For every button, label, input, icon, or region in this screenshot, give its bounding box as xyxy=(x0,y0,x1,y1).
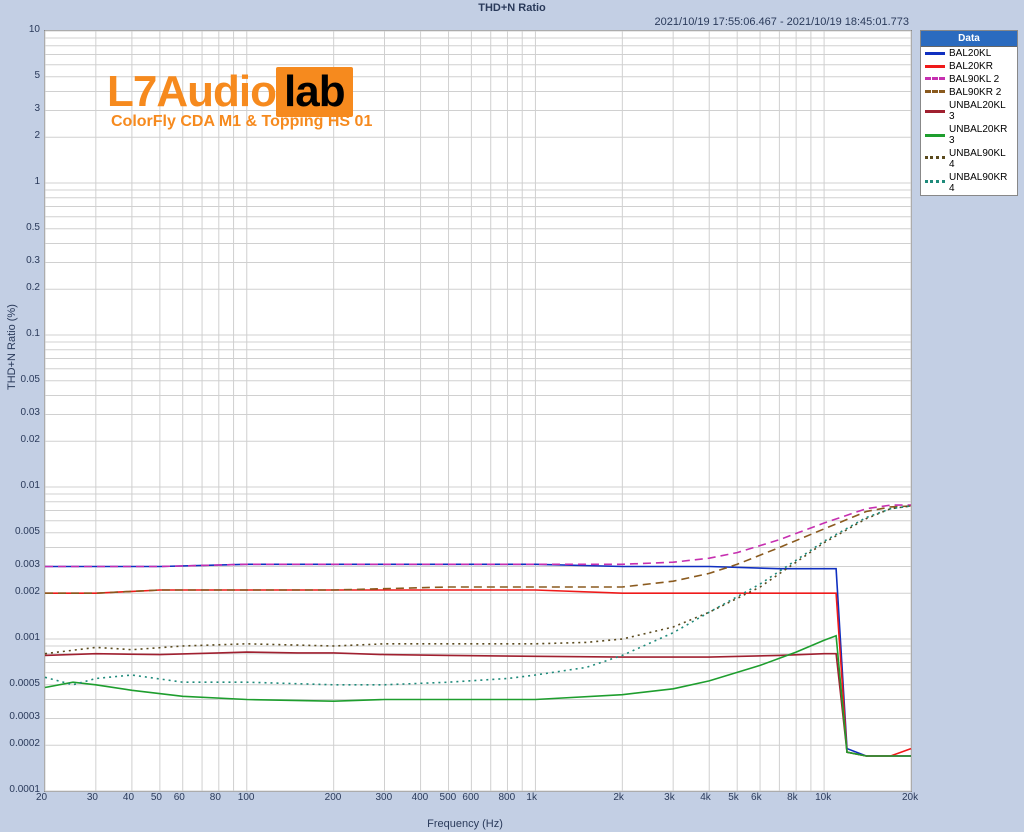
y-tick: 0.05 xyxy=(21,374,40,385)
legend-swatch xyxy=(925,180,945,186)
x-tick: 200 xyxy=(325,792,342,803)
legend-label: BAL20KL xyxy=(949,48,991,59)
y-tick: 10 xyxy=(29,24,40,35)
legend-item: UNBAL90KL 4 xyxy=(921,147,1017,171)
legend-swatch xyxy=(925,77,945,83)
x-tick: 3k xyxy=(664,792,675,803)
x-tick: 40 xyxy=(123,792,134,803)
legend-item: UNBAL20KR 3 xyxy=(921,123,1017,147)
y-tick: 3 xyxy=(34,103,40,114)
y-tick: 0.005 xyxy=(15,526,40,537)
legend-label: BAL20KR xyxy=(949,61,993,72)
legend-item: BAL90KL 2 xyxy=(921,73,1017,86)
y-tick: 0.0002 xyxy=(9,738,40,749)
x-axis-label: Frequency (Hz) xyxy=(0,818,930,830)
y-axis-label: THD+N Ratio (%) xyxy=(6,304,18,390)
legend: Data BAL20KL BAL20KR BAL90KL 2 BAL90KR 2 UNB… xyxy=(920,30,1018,196)
legend-swatch xyxy=(925,52,945,55)
legend-label: BAL90KR 2 xyxy=(949,87,1001,98)
x-tick: 400 xyxy=(412,792,429,803)
series-UNBAL90KL 4 xyxy=(45,506,911,654)
legend-label: UNBAL20KL 3 xyxy=(949,100,1013,122)
series-BAL90KR 2 xyxy=(45,506,911,593)
legend-header: Data xyxy=(921,31,1017,47)
y-tick: 0.001 xyxy=(15,632,40,643)
series-BAL90KL 2 xyxy=(45,505,911,566)
series-lines xyxy=(45,31,911,791)
x-tick: 800 xyxy=(498,792,515,803)
y-tick: 0.2 xyxy=(26,282,40,293)
x-tick: 6k xyxy=(751,792,762,803)
legend-label: UNBAL90KR 4 xyxy=(949,172,1013,194)
legend-label: BAL90KL 2 xyxy=(949,74,999,85)
legend-swatch xyxy=(925,110,945,113)
y-tick: 0.01 xyxy=(21,480,40,491)
y-tick: 0.1 xyxy=(26,328,40,339)
legend-label: UNBAL90KL 4 xyxy=(949,148,1013,170)
series-UNBAL20KL 3 xyxy=(45,652,911,756)
x-tick: 4k xyxy=(700,792,711,803)
x-tick: 10k xyxy=(815,792,831,803)
legend-label: UNBAL20KR 3 xyxy=(949,124,1013,146)
legend-item: UNBAL20KL 3 xyxy=(921,99,1017,123)
y-tick: 0.02 xyxy=(21,434,40,445)
x-tick: 60 xyxy=(174,792,185,803)
legend-item: BAL20KR xyxy=(921,60,1017,73)
legend-swatch xyxy=(925,134,945,137)
x-tick: 2k xyxy=(613,792,624,803)
legend-swatch xyxy=(925,90,945,96)
legend-swatch xyxy=(925,156,945,162)
y-tick: 5 xyxy=(34,70,40,81)
x-tick: 20k xyxy=(902,792,918,803)
y-tick: 1 xyxy=(34,176,40,187)
timestamp: 2021/10/19 17:55:06.467 - 2021/10/19 18:… xyxy=(655,16,909,28)
series-BAL20KR xyxy=(45,590,911,756)
y-tick: 0.3 xyxy=(26,255,40,266)
chart-title: THD+N Ratio xyxy=(0,2,1024,14)
y-tick: 2 xyxy=(34,130,40,141)
x-tick: 500 xyxy=(440,792,457,803)
x-tick: 1k xyxy=(526,792,537,803)
x-tick: 5k xyxy=(728,792,739,803)
x-tick: 600 xyxy=(462,792,479,803)
x-tick: 30 xyxy=(87,792,98,803)
y-tick: 0.0005 xyxy=(9,678,40,689)
x-tick: 8k xyxy=(787,792,798,803)
y-tick: 0.0001 xyxy=(9,784,40,795)
x-tick: 80 xyxy=(210,792,221,803)
y-tick: 0.0003 xyxy=(9,711,40,722)
y-tick: 0.002 xyxy=(15,586,40,597)
y-tick: 0.003 xyxy=(15,559,40,570)
legend-item: BAL20KL xyxy=(921,47,1017,60)
y-tick: 0.5 xyxy=(26,222,40,233)
plot-area: L7Audiolab ColorFly CDA M1 & Topping HS … xyxy=(44,30,912,792)
legend-swatch xyxy=(925,65,945,68)
legend-item: UNBAL90KR 4 xyxy=(921,171,1017,195)
y-tick: 0.03 xyxy=(21,407,40,418)
x-tick: 100 xyxy=(238,792,255,803)
x-tick: 300 xyxy=(375,792,392,803)
legend-item: BAL90KR 2 xyxy=(921,86,1017,99)
x-tick: 50 xyxy=(151,792,162,803)
